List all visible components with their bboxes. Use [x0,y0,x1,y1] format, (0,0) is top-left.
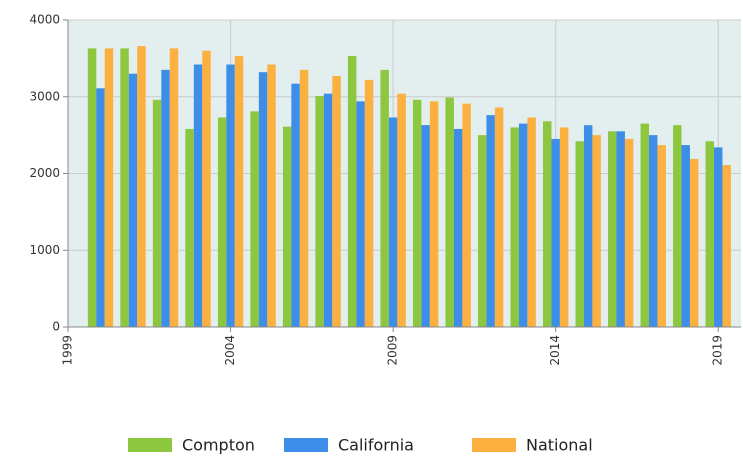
bar [226,64,235,327]
bar [87,48,97,328]
bar [161,69,170,327]
bar [364,79,374,328]
bar [152,99,162,327]
bar [120,48,129,328]
bar [624,138,634,327]
bar [193,64,203,327]
bar [462,103,471,327]
bar [429,101,439,327]
legend-label: California [338,436,414,455]
bar [137,46,146,327]
x-tick-label: 1999 [61,335,75,366]
y-tick-label: 3000 [29,89,60,103]
bar [380,69,389,327]
bar [282,126,292,328]
bar [217,117,227,327]
legend-swatch [128,438,172,452]
y-tick-label: 4000 [29,13,60,27]
x-tick-label: 2014 [548,335,562,366]
bar [315,95,324,327]
bar [486,115,495,327]
legend-swatch [472,438,516,452]
bar [510,127,519,327]
legend-label: Compton [182,436,255,455]
bar [169,48,179,328]
bar [412,99,422,327]
bar [347,56,357,327]
bar [291,83,300,327]
x-tick-label: 2004 [223,335,237,366]
bar [332,76,341,327]
bar [323,93,333,328]
bar [518,123,528,327]
bar [608,131,617,327]
bar [657,145,666,327]
y-tick-label: 2000 [29,166,60,180]
bar [397,93,406,328]
y-tick-label: 0 [52,320,60,334]
bar [267,64,276,327]
bar [453,128,463,327]
bar [104,48,114,328]
bar [477,135,487,327]
bar [445,97,454,327]
bar [673,125,682,328]
x-tick-label: 2019 [711,335,725,366]
bar [258,72,268,327]
bar [185,128,194,327]
bar [722,165,731,327]
bar [250,111,259,328]
bar [551,138,560,327]
bar [681,145,690,327]
bar [527,117,536,327]
bar [705,141,715,327]
x-tick-label: 2009 [386,335,400,366]
bar [592,135,601,327]
bar [421,125,430,328]
bar [689,158,699,327]
bar [234,56,244,327]
bar [543,121,552,327]
legend-swatch [284,438,328,452]
bar [388,117,398,327]
bar [575,141,584,327]
bar [356,101,365,327]
bar [714,147,723,327]
bar [648,135,658,327]
bar [559,127,569,327]
bar [202,50,211,327]
legend-label: National [526,436,593,455]
bar [128,73,138,327]
bar [299,69,309,327]
bar [640,123,649,327]
bar [96,88,105,328]
bar [494,107,504,328]
bar [616,131,625,327]
y-tick-label: 1000 [29,243,60,257]
bar [583,125,593,328]
